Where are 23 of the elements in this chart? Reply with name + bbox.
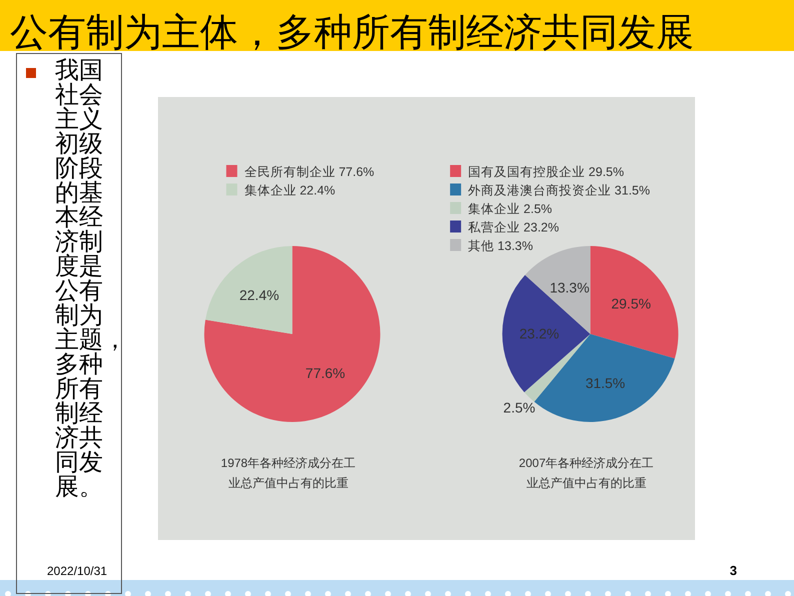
text: 2022/10/31: [47, 564, 108, 578]
pie-slice: [590, 246, 678, 359]
pie-slice: [205, 246, 292, 334]
legend-label: 其他 13.3%: [468, 239, 533, 253]
legend-label: 全民所有制企业 77.6%: [244, 165, 374, 179]
data-label: 2.5%: [503, 399, 536, 416]
legend-label: 集体企业 22.4%: [244, 184, 336, 198]
legend-label: 私营企业 23.2%: [468, 220, 559, 234]
legend-label: 国有及国有控股企业 29.5%: [468, 165, 624, 179]
pie-slice: [204, 246, 380, 422]
data-label: 29.5%: [611, 295, 651, 312]
text: 公有制为主体，多种所有制经济共同发展: [10, 12, 694, 54]
data-label: 31.5%: [585, 374, 626, 391]
text: 1978年各种经济成分在工业总产值中占有的比重: [220, 456, 356, 490]
data-label: 13.3%: [550, 279, 590, 296]
text: 我国社会主义初级阶段的基本经济制度是公有制为主题，多种所有制经济共同发展。: [55, 58, 127, 500]
legend-label: 外商及港澳台商投资企业 31.5%: [468, 184, 650, 198]
data-label: 77.6%: [305, 364, 346, 381]
data-label: 23.2%: [519, 326, 560, 342]
legend-label: 集体企业 2.5%: [468, 202, 552, 216]
text: 3: [730, 563, 737, 578]
text: 2007年各种经济成分在工业总产值中占有的比重: [518, 456, 654, 490]
data-label: 22.4%: [239, 287, 280, 304]
